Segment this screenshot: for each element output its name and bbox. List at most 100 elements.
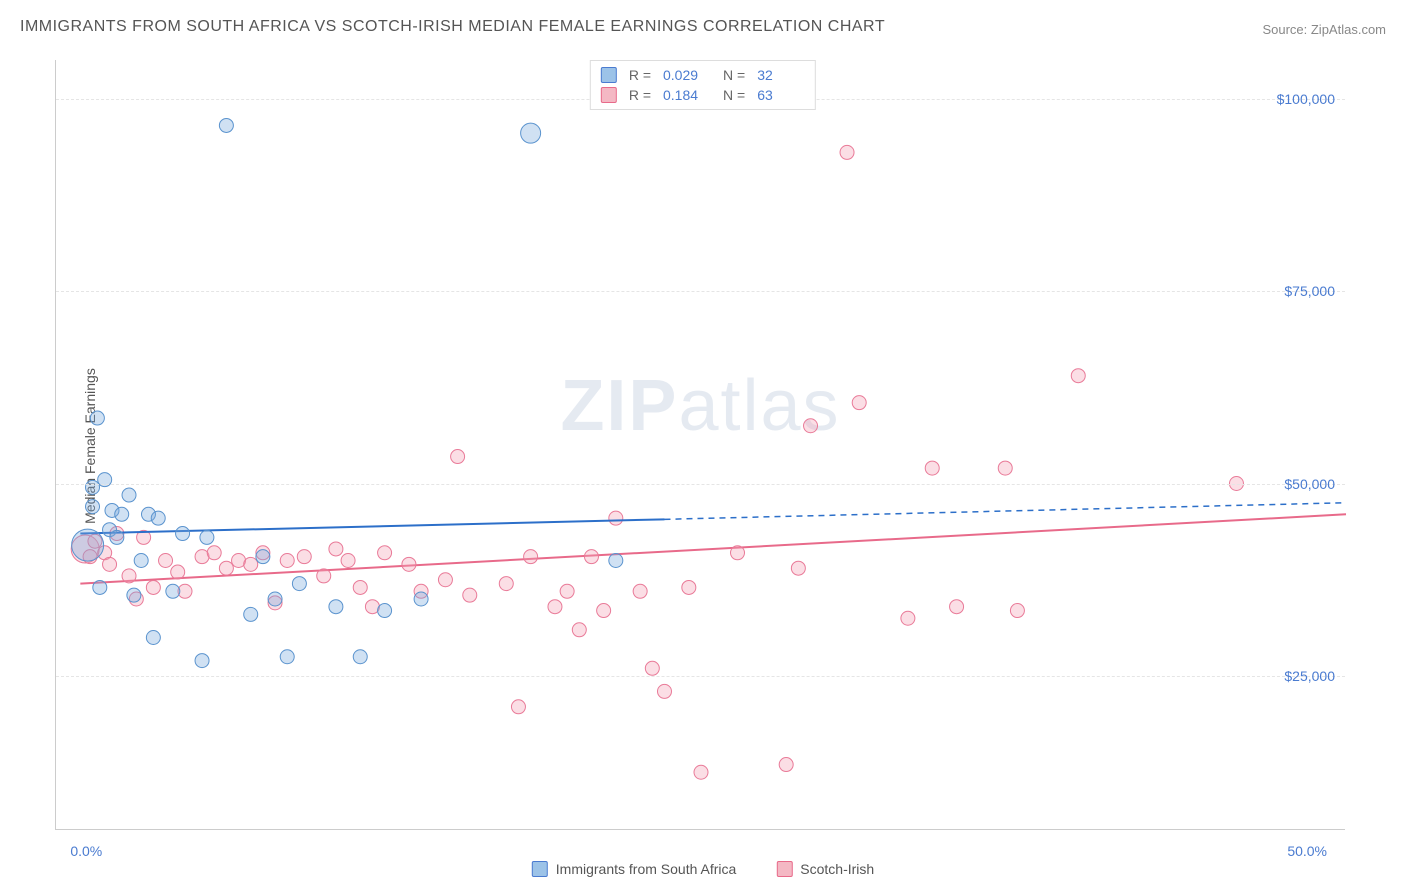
south-africa-point [166,584,180,598]
south-africa-point [200,530,214,544]
scotch-irish-point [146,580,160,594]
south-africa-point [219,118,233,132]
legend-item: Immigrants from South Africa [532,861,737,877]
scotch-irish-point [840,145,854,159]
south-africa-point [110,530,124,544]
legend-swatch [601,87,617,103]
scotch-irish-point [682,580,696,594]
scotch-irish-point [317,569,331,583]
n-label: N = [723,87,745,103]
scotch-irish-point [511,700,525,714]
south-africa-point [134,554,148,568]
scotch-irish-point [244,557,258,571]
gridline [56,484,1345,485]
scotch-irish-point [280,554,294,568]
scotch-irish-point [353,580,367,594]
south-africa-point [90,411,104,425]
scotch-irish-point [524,550,538,564]
scotch-irish-point [731,546,745,560]
scotch-irish-point [1010,604,1024,618]
scotch-irish-point [159,554,173,568]
south-africa-point [98,473,112,487]
legend-swatch [601,67,617,83]
r-label: R = [629,87,651,103]
legend-label: Immigrants from South Africa [556,861,737,877]
south-africa-point [122,488,136,502]
south-africa-point [127,588,141,602]
scotch-irish-trendline [80,514,1346,583]
legend-label: Scotch-Irish [800,861,874,877]
x-tick-label: 50.0% [1287,843,1327,859]
scotch-irish-point [207,546,221,560]
scotch-irish-point [779,758,793,772]
legend-stat-row: R = 0.029 N = 32 [601,65,805,85]
south-africa-point [414,592,428,606]
n-value: 63 [757,87,805,103]
scotch-irish-point [572,623,586,637]
scotch-irish-point [463,588,477,602]
south-africa-point [268,592,282,606]
scotch-irish-point [1071,369,1085,383]
scotch-irish-point [451,450,465,464]
scotch-irish-point [378,546,392,560]
south-africa-point [93,580,107,594]
south-africa-point [353,650,367,664]
scotch-irish-point [438,573,452,587]
r-value: 0.029 [663,67,711,83]
scotch-irish-point [219,561,233,575]
south-africa-point [151,511,165,525]
south-africa-point [244,607,258,621]
scotch-irish-point [171,565,185,579]
south-africa-point [86,500,100,514]
scotch-irish-point [901,611,915,625]
south-africa-point [280,650,294,664]
scotch-irish-point [694,765,708,779]
chart-title: IMMIGRANTS FROM SOUTH AFRICA VS SCOTCH-I… [20,18,885,36]
scotch-irish-point [122,569,136,583]
south-africa-point [195,654,209,668]
south-africa-point [378,604,392,618]
scotch-irish-point [950,600,964,614]
scotch-irish-point [804,419,818,433]
scotch-irish-point [402,557,416,571]
n-label: N = [723,67,745,83]
gridline [56,676,1345,677]
south-africa-point [521,123,541,143]
scotch-irish-point [852,396,866,410]
south-africa-point [72,529,104,561]
scotch-irish-point [584,550,598,564]
x-tick-label: 0.0% [70,843,102,859]
y-tick-label: $75,000 [1284,283,1335,299]
source-attribution: Source: ZipAtlas.com [1262,22,1386,37]
scotch-irish-point [609,511,623,525]
r-value: 0.184 [663,87,711,103]
scotch-irish-point [925,461,939,475]
scotch-irish-point [329,542,343,556]
south-africa-point [609,554,623,568]
r-label: R = [629,67,651,83]
legend-swatch [776,861,792,877]
south-africa-trendline-dashed [664,503,1346,520]
south-africa-point [292,577,306,591]
south-africa-point [146,631,160,645]
y-tick-label: $50,000 [1284,476,1335,492]
scotch-irish-point [560,584,574,598]
y-tick-label: $25,000 [1284,668,1335,684]
scotch-irish-point [341,554,355,568]
plot-area: ZIPatlas $25,000$50,000$75,000$100,0000.… [55,60,1345,830]
legend-swatch [532,861,548,877]
scotch-irish-point [657,684,671,698]
scotch-irish-point [499,577,513,591]
legend-item: Scotch-Irish [776,861,874,877]
scotch-irish-point [103,557,117,571]
south-africa-point [115,507,129,521]
south-africa-trendline [80,519,664,533]
scotch-irish-point [597,604,611,618]
legend-stat-row: R = 0.184 N = 63 [601,85,805,105]
correlation-legend: R = 0.029 N = 32 R = 0.184 N = 63 [590,60,816,110]
south-africa-point [329,600,343,614]
scotch-irish-point [548,600,562,614]
south-africa-point [256,550,270,564]
n-value: 32 [757,67,805,83]
scotch-irish-point [645,661,659,675]
